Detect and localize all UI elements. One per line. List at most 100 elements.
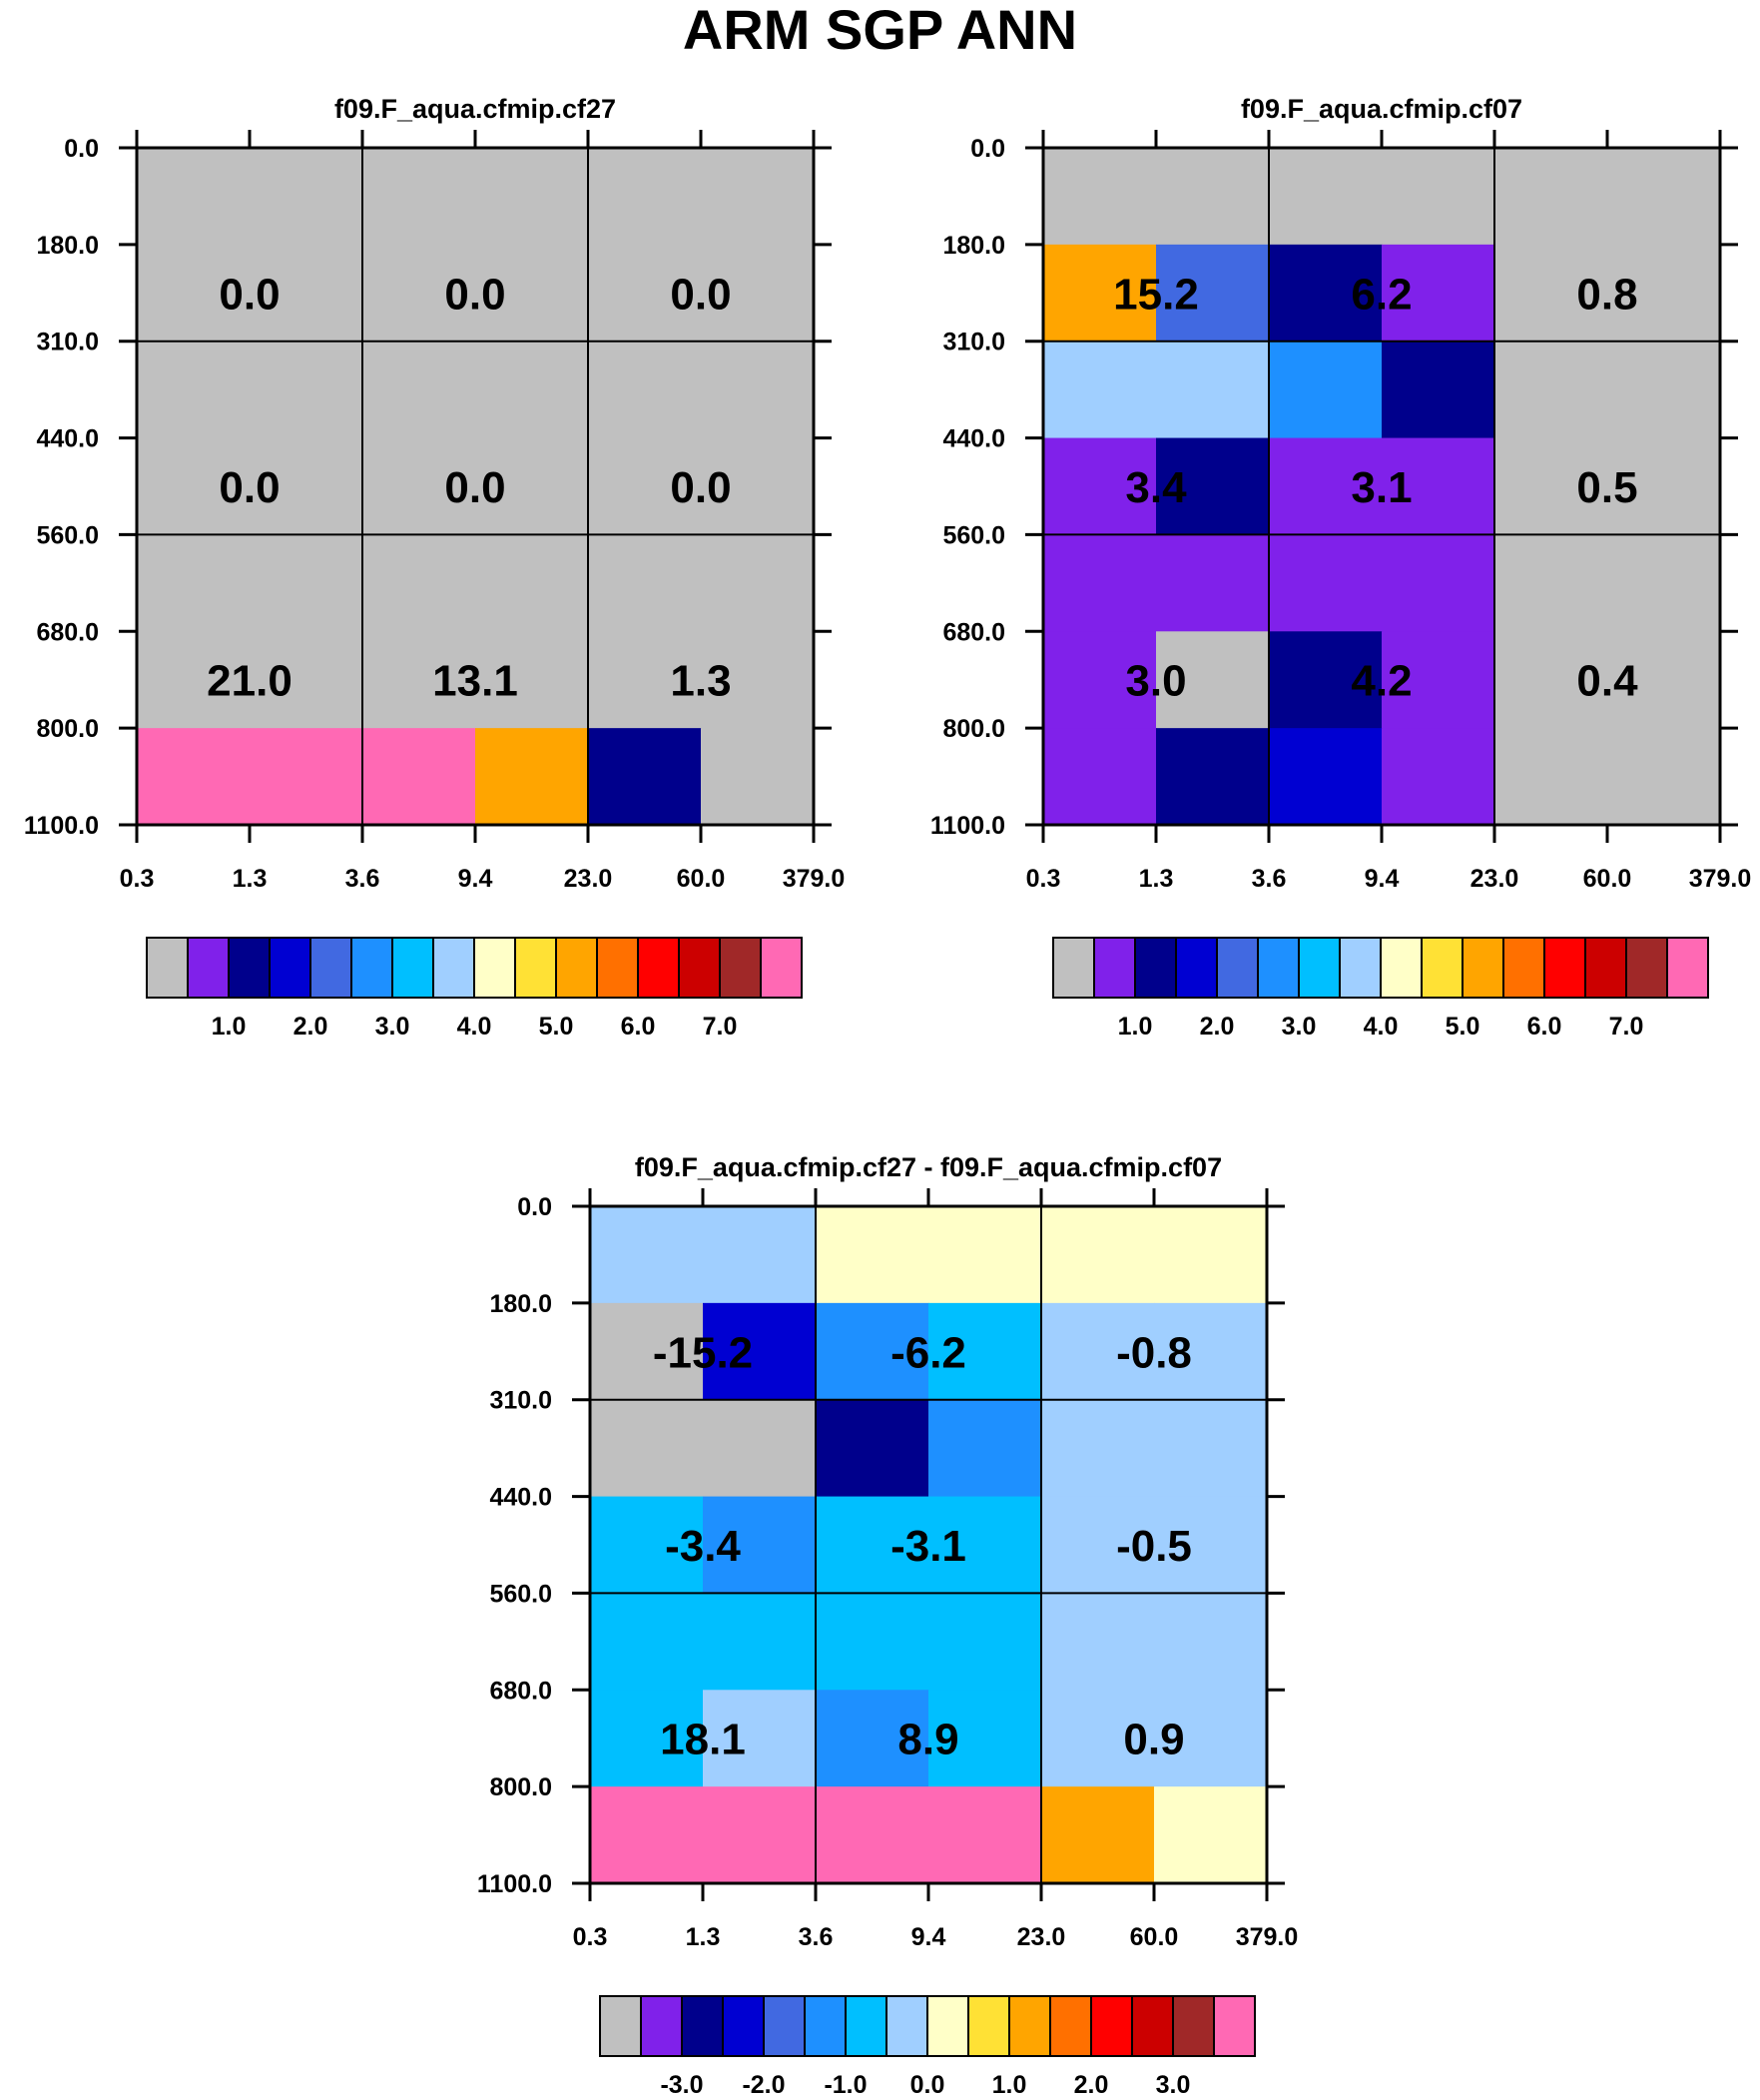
heatmap-cell: [703, 1786, 817, 1884]
cell-value-label: -0.5: [1116, 1522, 1192, 1571]
colorbar-tick-label: 6.0: [621, 1013, 656, 1041]
cell-value-label: 13.1: [432, 657, 518, 706]
heatmap-cell: [1494, 534, 1608, 632]
colorbar-swatch: [719, 937, 762, 999]
y-tick-label: 800.0: [489, 1773, 552, 1801]
colorbar: 1.0 2.0 3.0 4.0 5.0 6.0 7.0: [146, 937, 803, 1041]
heatmap-cell: [1043, 341, 1157, 439]
y-tick-label: 440.0: [36, 425, 99, 453]
heatmap-cell: [1607, 728, 1721, 826]
colorbar-tick-label: 1.0: [212, 1013, 247, 1041]
colorbar-tick-label: 2.0: [1200, 1013, 1235, 1041]
heatmap-cell: [1607, 534, 1721, 632]
colorbar-tick-label: -2.0: [742, 2071, 785, 2099]
heatmap-cell: [250, 341, 363, 439]
heatmap-cell: [1269, 341, 1383, 439]
y-tick-label: 180.0: [36, 232, 99, 260]
heatmap-cell: [590, 1593, 704, 1691]
heatmap-cell: [1494, 244, 1608, 343]
heatmap-cell: [362, 631, 476, 729]
heatmap-cell: [1043, 534, 1157, 632]
y-tick-label: 310.0: [489, 1387, 552, 1415]
x-tick-label: 23.0: [1470, 865, 1519, 893]
colorbar-swatch: [1175, 937, 1218, 999]
heatmap-cell: [250, 728, 363, 826]
colorbar-swatch: [885, 1995, 928, 2057]
colorbar-swatch: [1172, 1995, 1215, 2057]
y-tick-label: 440.0: [489, 1484, 552, 1512]
heatmap-cell: [1382, 244, 1495, 343]
heatmap-cell: [1154, 1399, 1268, 1498]
x-tick-label: 60.0: [677, 865, 726, 893]
colorbar-swatch: [1462, 937, 1504, 999]
colorbar-tick-label: 5.0: [1446, 1013, 1480, 1041]
heatmap-cell: [137, 148, 251, 246]
heatmap-cell: [1494, 437, 1608, 536]
colorbar-swatch: [1131, 1995, 1174, 2057]
heatmap-cell: [362, 244, 476, 343]
colorbar-swatch: [514, 937, 557, 999]
heatmap-cell: [928, 1593, 1042, 1691]
heatmap-cell: [701, 437, 815, 536]
cell-value-label: 0.0: [670, 270, 731, 319]
colorbar-tick-label: 3.0: [1156, 2071, 1191, 2099]
heatmap-cell: [701, 341, 815, 439]
cell-value-label: 0.8: [1576, 270, 1637, 319]
y-tick-label: 0.0: [64, 135, 99, 163]
colorbar-tick-label: 7.0: [1609, 1013, 1644, 1041]
colorbar-swatch: [763, 1995, 806, 2057]
cell-value-label: 0.0: [444, 463, 505, 512]
colorbar-swatch: [228, 937, 271, 999]
heatmap-cell: [1043, 728, 1157, 826]
x-tick-label: 23.0: [564, 865, 613, 893]
colorbar: -3.0 -2.0 -1.0 0.0 1.0 2.0 3.0: [599, 1995, 1256, 2099]
heatmap-cell: [928, 1206, 1042, 1304]
heatmap-cell: [137, 534, 251, 632]
heatmap-cell: [1269, 534, 1383, 632]
heatmap-cell: [1156, 437, 1270, 536]
colorbar-swatch: [845, 1995, 887, 2057]
heatmap-cell: [701, 244, 815, 343]
x-tick-label: 1.3: [1139, 865, 1174, 893]
heatmap-cell: [703, 1690, 817, 1787]
heatmap-cell: [1382, 728, 1495, 826]
x-tick-label: 1.3: [233, 865, 268, 893]
cell-value-label: -15.2: [653, 1328, 753, 1377]
heatmap-cell: [701, 631, 815, 729]
heatmap-cell: [588, 437, 702, 536]
heatmap-cell: [1043, 148, 1157, 246]
colorbar-swatch: [926, 1995, 969, 2057]
x-tick-label: 60.0: [1583, 865, 1632, 893]
x-tick-label: 0.3: [120, 865, 155, 893]
heatmap-cell: [1156, 341, 1270, 439]
heatmap-cell: [475, 341, 589, 439]
heatmap-cell: [588, 341, 702, 439]
heatmap-cell: [703, 1206, 817, 1304]
heatmap-cell: [1269, 244, 1383, 343]
y-tick-label: 560.0: [36, 521, 99, 549]
colorbar-tick-label: -3.0: [660, 2071, 703, 2099]
heatmap-cell: [362, 534, 476, 632]
colorbar-tick-label: 2.0: [293, 1013, 328, 1041]
colorbar-swatch: [1625, 937, 1668, 999]
heatmap-cell: [1382, 631, 1495, 729]
heatmap-cell: [588, 534, 702, 632]
heatmap-cell: [362, 341, 476, 439]
panel-title: f09.F_aqua.cfmip.cf07: [1241, 94, 1522, 124]
colorbar-tick-label: 4.0: [1364, 1013, 1399, 1041]
heatmap-cell: [475, 534, 589, 632]
colorbar-tick-label: 1.0: [992, 2071, 1027, 2099]
heatmap-cell: [475, 631, 589, 729]
y-tick-label: 0.0: [970, 135, 1005, 163]
heatmap-cell: [928, 1496, 1042, 1595]
heatmap-cell: [588, 728, 702, 826]
colorbar-swatch: [760, 937, 803, 999]
colorbar-swatch: [1298, 937, 1341, 999]
heatmap-cell: [137, 341, 251, 439]
heatmap-cell: [701, 728, 815, 826]
colorbar-swatch: [637, 937, 680, 999]
heatmap-cell: [1043, 437, 1157, 536]
heatmap-cell: [250, 534, 363, 632]
x-tick-label: 3.6: [345, 865, 380, 893]
heatmap-cell: [1494, 341, 1608, 439]
